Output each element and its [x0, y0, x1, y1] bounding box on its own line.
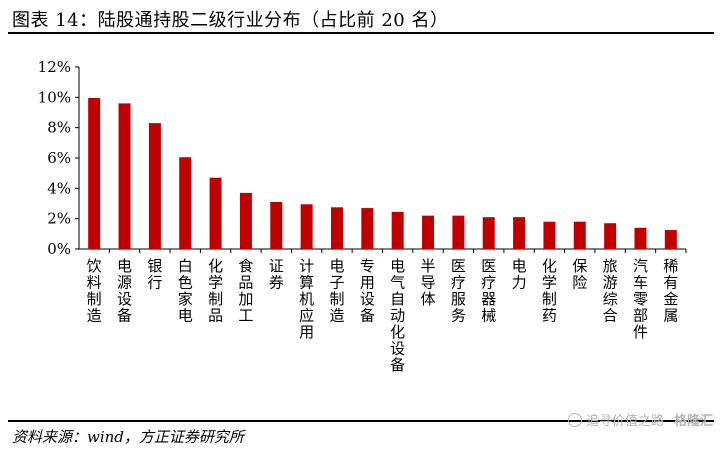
- watermark-brand: 格隆汇: [673, 414, 713, 429]
- source-note: 资料来源：wind，方正证券研究所: [12, 428, 244, 446]
- y-tick-label: 8%: [47, 119, 71, 137]
- x-tick-label: 医疗器械: [481, 257, 496, 325]
- chart-axes: 0% 2% 4% 6% 8% 10% 12%: [38, 58, 687, 258]
- bar: [239, 192, 252, 249]
- x-tick-label: 稀有金属: [663, 257, 678, 325]
- chart-title: 图表 14：陆股通持股二级行业分布（占比前 20 名）: [12, 10, 449, 31]
- bar: [513, 217, 526, 249]
- bar-series: [88, 97, 677, 250]
- x-tick-label: 电气自动化设备: [390, 257, 405, 374]
- x-tick-label: 化学制药: [542, 257, 557, 325]
- x-tick-label: 食品加工: [238, 257, 253, 325]
- x-tick-label: 电子制造: [329, 257, 344, 325]
- bar: [88, 97, 101, 249]
- x-tick-label: 饮料制造: [87, 257, 102, 325]
- x-tick-label: 银行: [147, 257, 162, 292]
- footer-divider: [8, 420, 714, 422]
- x-tick-label: 半导体: [421, 257, 436, 308]
- y-tick-label: 12%: [38, 58, 71, 76]
- x-tick-label: 医疗服务: [451, 257, 466, 325]
- bar: [482, 217, 495, 249]
- x-tick-label: 证券: [269, 257, 284, 292]
- x-tick-label: 保险: [572, 257, 587, 292]
- y-tick-label: 0%: [47, 240, 71, 258]
- bar: [452, 215, 465, 249]
- bar: [634, 227, 647, 249]
- bar: [573, 221, 586, 249]
- bar: [664, 230, 677, 249]
- x-tick-label: 白色家电: [178, 257, 193, 325]
- bar: [148, 123, 161, 249]
- watermark: 追寻价值之路 格隆汇: [567, 410, 713, 429]
- bar: [422, 215, 435, 249]
- bar: [330, 207, 343, 249]
- bar: [118, 103, 131, 250]
- bar: [179, 157, 192, 249]
- bar: [604, 223, 617, 249]
- x-tick-label: 化学制品: [208, 257, 223, 325]
- x-tick-label: 汽车零部件: [633, 257, 648, 341]
- x-tick-label: 专用设备: [360, 257, 375, 325]
- bar: [270, 201, 283, 249]
- y-tick-label: 6%: [47, 149, 71, 167]
- bar: [391, 211, 404, 249]
- x-tick-label: 电力: [512, 257, 527, 292]
- title-divider: [8, 32, 714, 34]
- bar: [209, 177, 222, 249]
- x-tick-label: 旅游综合: [603, 257, 618, 325]
- y-tick-label: 10%: [38, 88, 71, 106]
- bar: [361, 208, 374, 249]
- watermark-text: 追寻价值之路: [585, 414, 664, 429]
- bar: [543, 221, 556, 249]
- y-tick-label: 4%: [47, 179, 71, 197]
- bar: [300, 204, 313, 249]
- wechat-icon: [567, 413, 582, 427]
- x-tick-label: 电源设备: [117, 257, 132, 325]
- x-tick-label: 计算机应用: [299, 257, 314, 341]
- y-tick-label: 2%: [47, 210, 71, 228]
